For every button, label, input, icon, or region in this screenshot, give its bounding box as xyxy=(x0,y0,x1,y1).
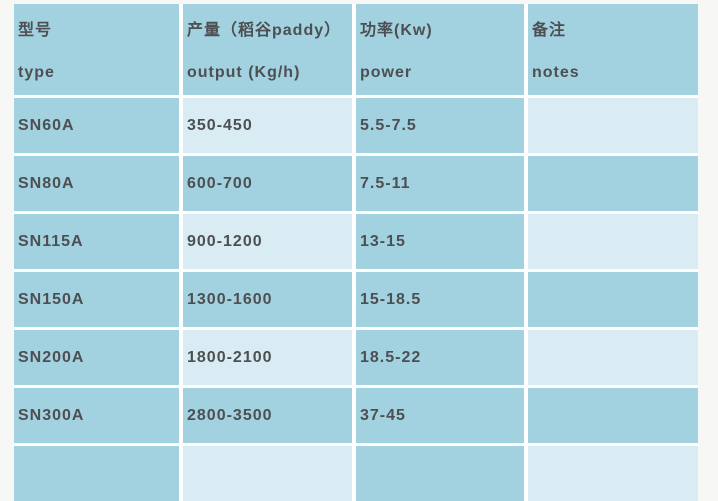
col-header-notes: 备注 notes xyxy=(528,4,698,95)
col-header-notes-en: notes xyxy=(532,64,580,81)
cell-power: 5.5-7.5 xyxy=(356,98,524,153)
cell-output: 2800-3500 xyxy=(183,388,352,443)
col-header-model-en: type xyxy=(18,64,55,81)
cell-power: 13-15 xyxy=(356,214,524,269)
cell-power: 37-45 xyxy=(356,388,524,443)
col-header-output: 产量（稻谷paddy） output (Kg/h) xyxy=(183,4,352,95)
col-header-power-en: power xyxy=(360,64,413,81)
col-header-power: 功率(Kw) power xyxy=(356,4,524,95)
cell-output: 1800-2100 xyxy=(183,330,352,385)
cell-output: 600-700 xyxy=(183,156,352,211)
cell-output: 350-450 xyxy=(183,98,352,153)
cell-notes xyxy=(528,156,698,211)
cell-power: 7.5-11 xyxy=(356,156,524,211)
cell-power: 18.5-22 xyxy=(356,330,524,385)
cell-output: 1300-1600 xyxy=(183,272,352,327)
cell-model: SN80A xyxy=(14,156,179,211)
cell-model: SN60A xyxy=(14,98,179,153)
col-header-output-en: output (Kg/h) xyxy=(187,64,301,81)
cell-output: 900-1200 xyxy=(183,214,352,269)
cell-output xyxy=(183,446,352,501)
cell-model: SN150A xyxy=(14,272,179,327)
col-header-power-zh: 功率(Kw) xyxy=(360,22,433,39)
cell-model xyxy=(14,446,179,501)
cell-power xyxy=(356,446,524,501)
cell-notes xyxy=(528,214,698,269)
col-header-notes-zh: 备注 xyxy=(532,22,567,39)
cell-model: SN115A xyxy=(14,214,179,269)
product-spec-table: 型号 type 产量（稻谷paddy） output (Kg/h) 功率(Kw)… xyxy=(14,4,698,501)
cell-notes xyxy=(528,330,698,385)
cell-notes xyxy=(528,446,698,501)
col-header-model: 型号 type xyxy=(14,4,179,95)
col-header-model-zh: 型号 xyxy=(18,22,53,39)
cell-model: SN200A xyxy=(14,330,179,385)
col-header-output-zh: 产量（稻谷paddy） xyxy=(187,22,342,39)
cell-notes xyxy=(528,388,698,443)
cell-notes xyxy=(528,272,698,327)
cell-notes xyxy=(528,98,698,153)
cell-power: 15-18.5 xyxy=(356,272,524,327)
cell-model: SN300A xyxy=(14,388,179,443)
